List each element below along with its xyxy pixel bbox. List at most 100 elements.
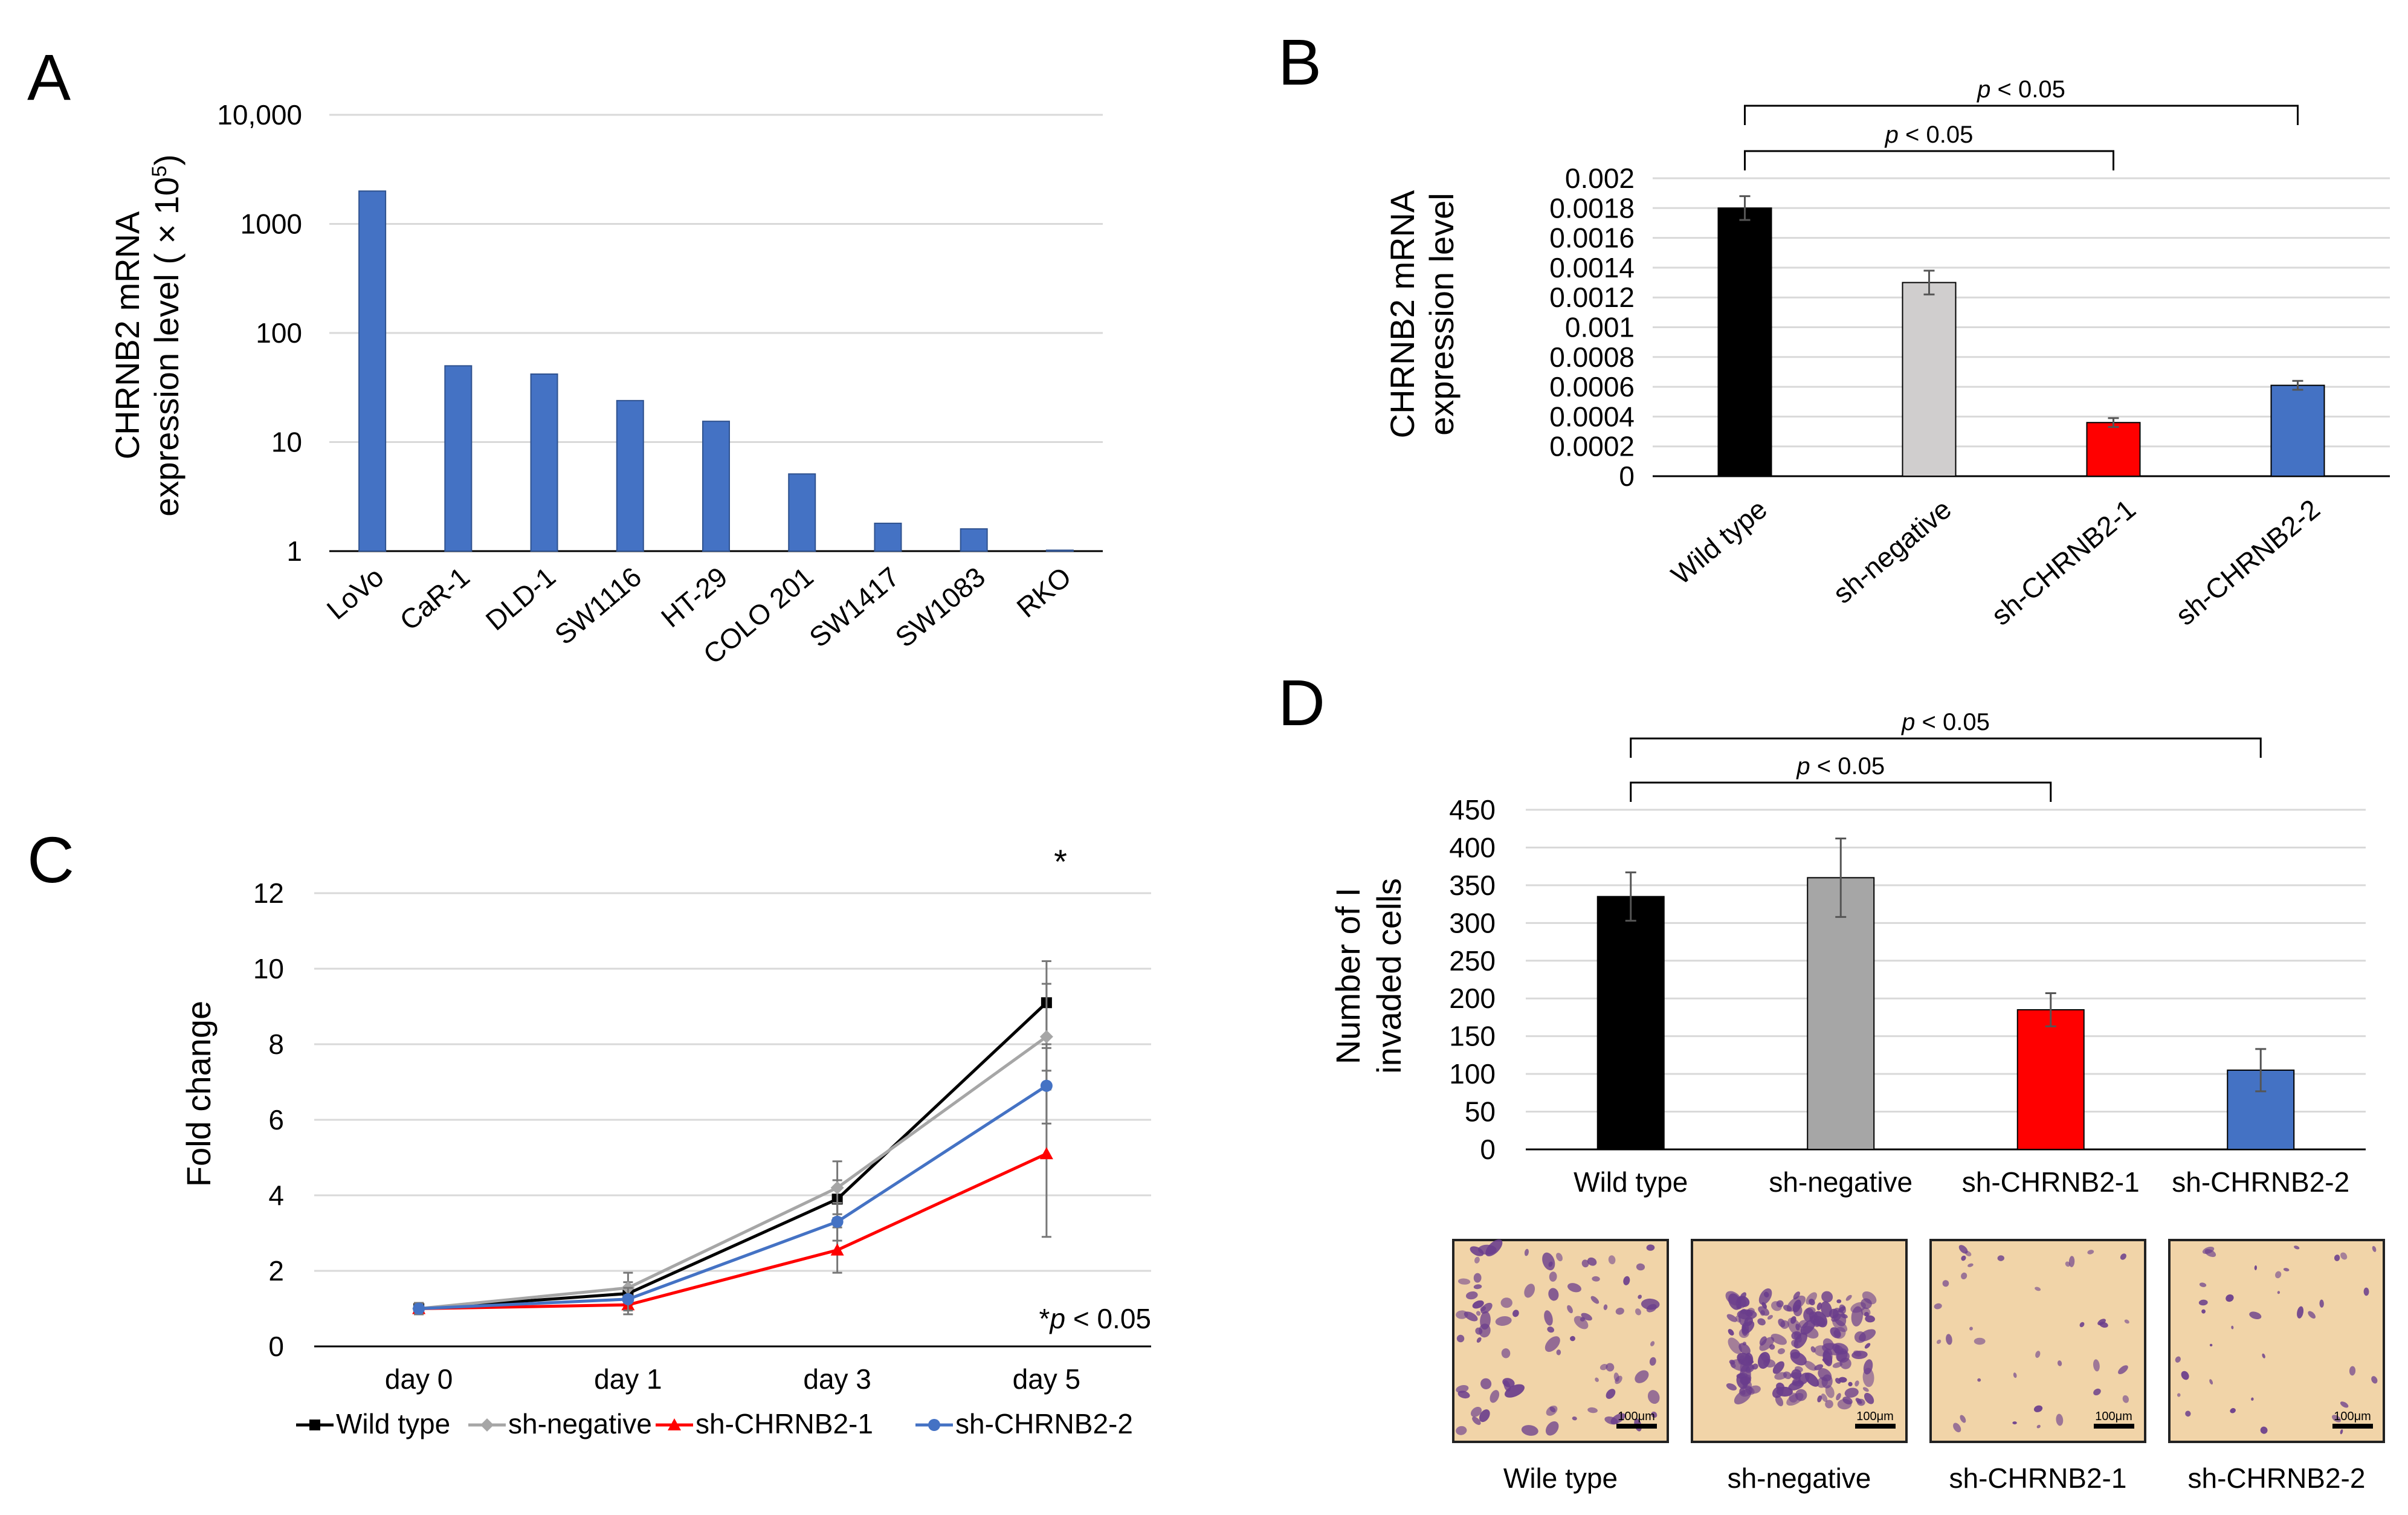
panel-b-bar — [1717, 207, 1772, 477]
panel-b-xtick-label: sh-negative — [1827, 493, 1957, 610]
panel-a-ytick-label: 1 — [286, 535, 302, 567]
panel-c-data-point — [830, 1243, 844, 1256]
micrograph-cell — [2057, 1360, 2062, 1366]
micrograph-cell — [1464, 1311, 1478, 1322]
micrograph-cell — [2097, 1319, 2106, 1325]
micrograph-cell — [1809, 1311, 1818, 1320]
panel-c-series-line — [419, 1152, 1047, 1310]
micrograph-cell — [1457, 1278, 1471, 1285]
micrograph-cell — [1761, 1302, 1767, 1309]
micrograph-cell — [1803, 1326, 1819, 1339]
micrograph-cell — [1778, 1319, 1786, 1328]
micrograph-cell — [1798, 1372, 1810, 1385]
panel-c-data-point — [413, 1302, 425, 1315]
panel-b-significance-label: p < 0.05 — [1977, 76, 2065, 103]
panel-a-ytick-label: 1000 — [240, 208, 302, 240]
panel-b-significance-bracket — [1744, 105, 2299, 125]
micrograph-cell — [1623, 1276, 1630, 1285]
micrograph-cell — [1465, 1291, 1478, 1300]
panel-c-ytick-label: 12 — [253, 877, 284, 909]
panel-c-ytick-label: 2 — [268, 1255, 284, 1287]
micrograph-cell — [1825, 1385, 1835, 1398]
micrograph-cell — [1961, 1255, 1966, 1261]
micrograph-scale-label: 100μm — [2334, 1410, 2371, 1423]
panel-b-ylabel-line2: expression level — [1422, 193, 1461, 436]
micrograph-cell — [1613, 1372, 1619, 1382]
micrograph-cell — [1862, 1387, 1869, 1392]
panel-b-ytick-label: 0.0016 — [1549, 222, 1635, 254]
micrograph-cell — [1728, 1337, 1742, 1354]
panel-d-significance-bracket — [1630, 737, 2262, 758]
panel-a-xtick-label: DLD-1 — [480, 561, 561, 636]
panel-d-ytick-label: 100 — [1449, 1058, 1496, 1090]
micrograph-cell — [1490, 1390, 1500, 1403]
panel-c-series-line — [418, 1001, 1048, 1310]
panel-a-bar — [1045, 549, 1074, 552]
micrograph-cell — [1638, 1294, 1642, 1299]
panel-b-bar — [2086, 422, 2141, 477]
micrograph-cell — [2012, 1421, 2017, 1424]
panel-c-data-point — [1039, 1030, 1053, 1044]
micrograph-cell — [1590, 1296, 1599, 1304]
micrograph-cell — [1549, 1271, 1557, 1282]
panel-d-ytick-label: 0 — [1480, 1134, 1496, 1165]
micrograph-cell — [2275, 1271, 2282, 1279]
micrograph-cell — [1548, 1288, 1559, 1301]
panel-d-bar — [1596, 896, 1665, 1150]
micrograph-cell — [1864, 1343, 1871, 1349]
panel-c-legend-marker — [480, 1418, 494, 1432]
panel-c-xtick-label: day 3 — [803, 1363, 871, 1395]
panel-c-ytick-label: 10 — [253, 953, 284, 984]
panel-c-legend-label: sh-negative — [508, 1408, 652, 1439]
panel-d-ylabel-line1: Number of I — [1329, 888, 1367, 1065]
micrograph-cell — [1587, 1407, 1598, 1413]
micrograph-cell — [1764, 1291, 1769, 1298]
micrograph-cell — [2198, 1299, 2208, 1306]
panel-a-ylabel-line2: expression level ( × 105) — [147, 154, 186, 516]
panel-a-ytick-label: 10 — [271, 427, 302, 458]
micrograph-cell — [1549, 1406, 1556, 1412]
micrograph-cell — [2033, 1405, 2043, 1412]
panel-a-ylabel-main: expression level ( × 10 — [147, 177, 186, 517]
micrograph-cell — [1635, 1370, 1649, 1383]
panel-b-significance-rest: < 0.05 — [1899, 121, 1973, 148]
panel-c-legend-label: sh-CHRNB2-2 — [955, 1408, 1133, 1439]
micrograph-cell — [1969, 1326, 1973, 1331]
micrograph-cell — [2283, 1268, 2290, 1271]
micrograph-cell — [1961, 1272, 1967, 1279]
micrograph-cell — [2181, 1371, 2189, 1380]
panel-c-ytick-label: 6 — [268, 1104, 284, 1135]
micrograph-cell — [1967, 1263, 1974, 1267]
panel-b-significance-p: p — [1977, 76, 1990, 103]
panel-letter-c: C — [27, 823, 74, 896]
panel-d-significance-label: p < 0.05 — [1796, 753, 1885, 780]
panel-c-note-rest: < 0.05 — [1065, 1303, 1151, 1334]
panel-a-bar — [702, 421, 730, 552]
micrograph-caption: Wile type — [1503, 1462, 1618, 1494]
micrograph-cell — [2079, 1322, 2085, 1328]
panel-b-xtick-label: sh-CHRNB2-2 — [2169, 493, 2326, 632]
micrograph-cell — [1728, 1329, 1734, 1336]
panel-d-ylabel-line2: invaded cells — [1370, 878, 1408, 1074]
panel-b-ytick-label: 0.0004 — [1549, 401, 1635, 432]
micrograph-cell — [1794, 1366, 1803, 1372]
panel-a-xtick-label: CaR-1 — [394, 561, 476, 636]
micrograph-cell — [1735, 1297, 1747, 1308]
panel-a-bar — [874, 522, 902, 552]
panel-a-xtick-label: SW1083 — [889, 561, 992, 653]
micrograph-cell — [1942, 1280, 1949, 1287]
micrograph-cell — [2118, 1365, 2128, 1374]
panel-b-ylabel-line1: CHRNB2 mRNA — [1383, 190, 1421, 438]
micrograph-cell — [2334, 1255, 2340, 1261]
micrograph-cell — [1854, 1380, 1859, 1387]
micrograph-cell — [1790, 1316, 1796, 1324]
panel-a-xtick-label: SW1417 — [803, 561, 905, 653]
micrograph-cell — [2231, 1325, 2234, 1329]
panel-c-data-point — [1040, 1079, 1053, 1092]
micrograph-cell — [1747, 1308, 1755, 1314]
panel-c-data-point — [622, 1293, 634, 1305]
micrograph-cell — [1965, 1250, 1972, 1256]
panel-a-bar — [530, 373, 558, 552]
micrograph-cell — [1456, 1334, 1465, 1343]
